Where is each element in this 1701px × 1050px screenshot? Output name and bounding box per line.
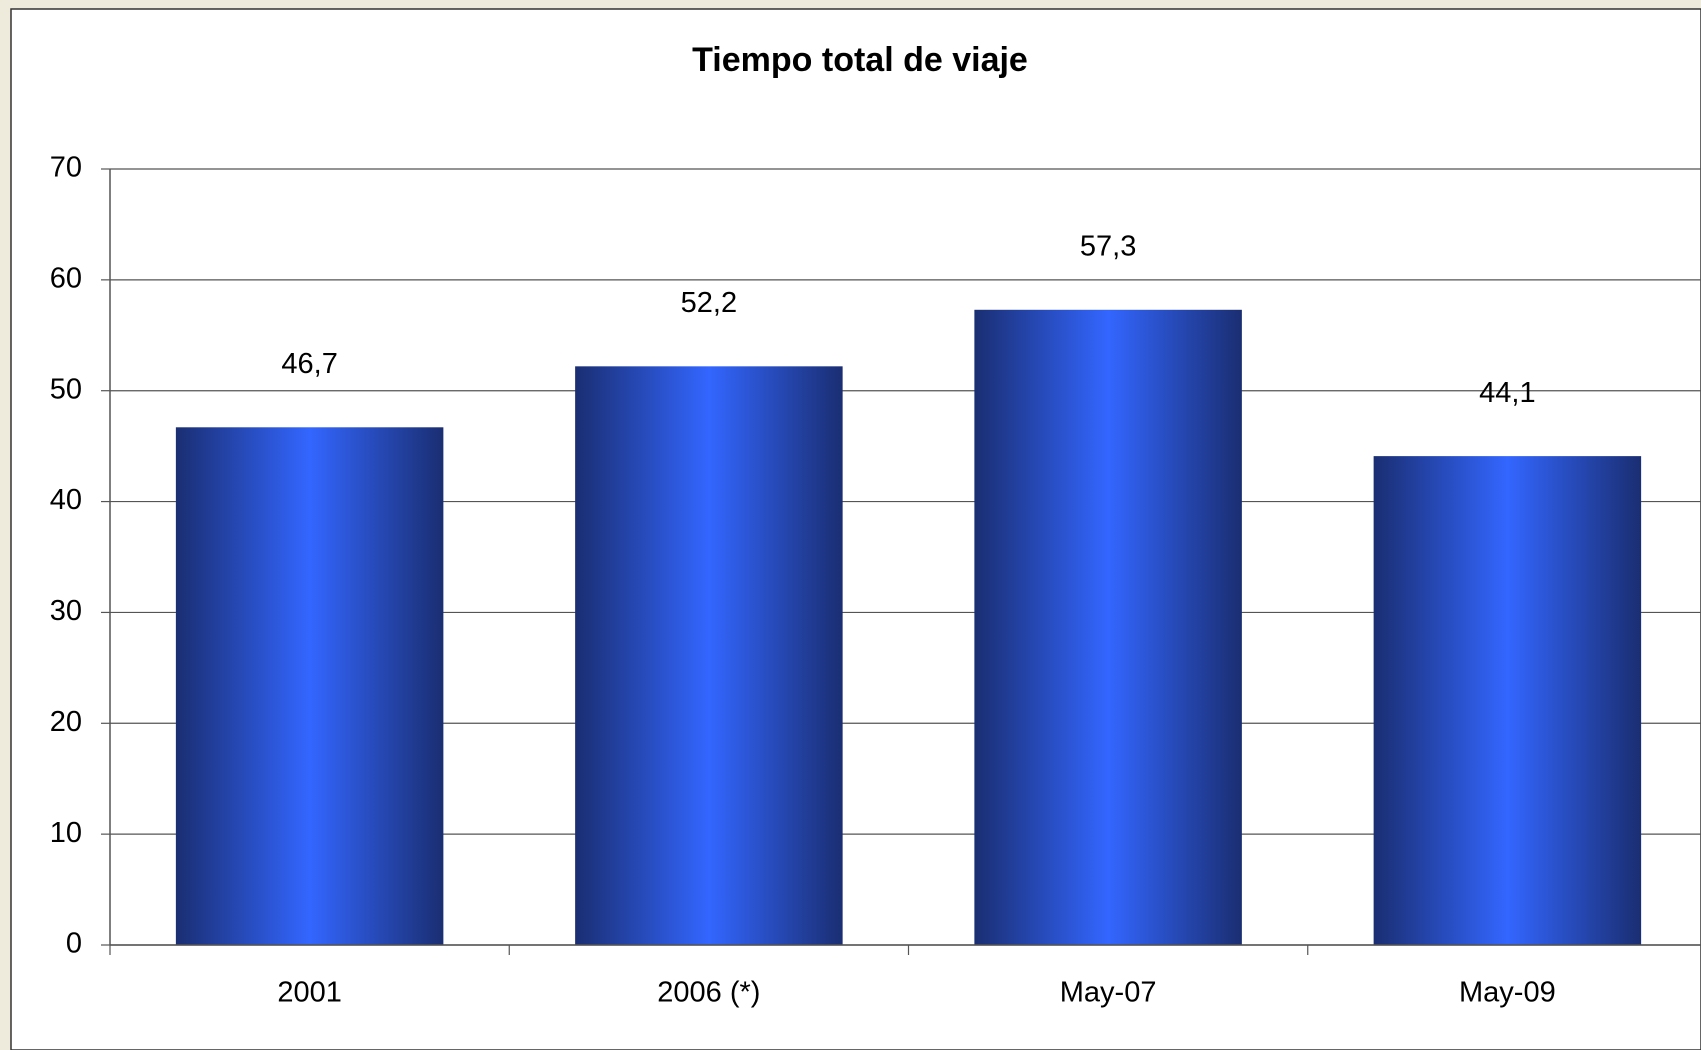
value-label: 46,7	[281, 348, 337, 380]
x-tick-label: 2001	[277, 977, 342, 1009]
y-tick-label: 20	[50, 706, 82, 738]
bar	[1373, 456, 1642, 945]
x-tick-label: May-09	[1459, 977, 1556, 1009]
x-tick-label: May-07	[1060, 977, 1157, 1009]
y-tick-label: 0	[66, 928, 82, 960]
y-tick-label: 50	[50, 373, 82, 405]
bar	[575, 366, 843, 946]
y-tick-label: 10	[50, 817, 82, 849]
value-label: 44,1	[1479, 377, 1535, 409]
value-label: 52,2	[681, 287, 737, 319]
y-tick-label: 30	[50, 595, 82, 627]
y-tick-label: 70	[50, 152, 82, 184]
chart-title: Tiempo total de viaje	[692, 41, 1028, 79]
value-label: 57,3	[1080, 230, 1136, 262]
y-tick-label: 40	[50, 484, 82, 516]
y-tick-label: 60	[50, 263, 82, 295]
bar	[974, 309, 1242, 945]
bar	[175, 427, 444, 946]
x-tick-label: 2006 (*)	[657, 977, 760, 1009]
